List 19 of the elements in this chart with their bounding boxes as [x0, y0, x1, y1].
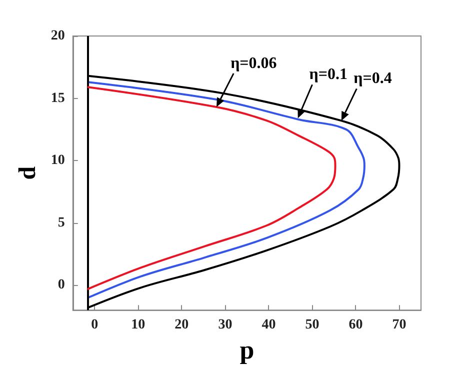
x-tick-label: 60 — [348, 318, 363, 333]
x-tick-label: 10 — [131, 318, 146, 333]
x-tick-label: 50 — [305, 318, 320, 333]
x-tick-label: 30 — [218, 318, 232, 333]
annotation: η=0.4 — [354, 70, 392, 88]
line-series — [87, 86, 336, 290]
y-axis-title: d — [15, 166, 41, 180]
x-tick-label: 70 — [392, 318, 406, 333]
x-tick-label: 20 — [174, 318, 189, 333]
y-tick-label: 10 — [50, 153, 65, 168]
x-tick-label: 40 — [262, 318, 276, 333]
y-tick-label: 5 — [58, 215, 65, 230]
y-tick-label: 20 — [50, 28, 65, 44]
annotation: η=0.06 — [230, 54, 277, 72]
y-tick-label: 0 — [58, 278, 65, 293]
annotation: η=0.1 — [309, 66, 348, 84]
x-axis-title: p — [240, 336, 254, 364]
x-tick-label: 0 — [91, 318, 98, 333]
y-tick-label: 15 — [50, 90, 65, 106]
